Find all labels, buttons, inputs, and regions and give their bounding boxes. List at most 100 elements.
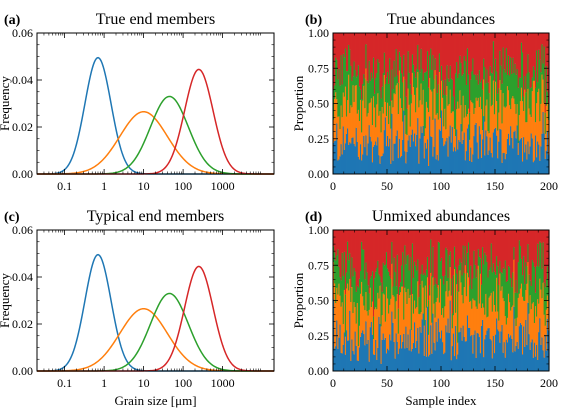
abundance-segment-blue <box>540 344 543 371</box>
abundance-segment-red <box>362 33 364 84</box>
abundance-segment-orange <box>528 108 531 155</box>
panel-title: True abundances <box>387 11 495 28</box>
abundance-segment-red <box>384 230 387 265</box>
abundance-segment-red <box>368 33 371 61</box>
abundance-segment-orange <box>441 80 443 111</box>
abundance-segment-red <box>393 33 396 61</box>
abundance-segment-orange <box>543 103 546 134</box>
abundance-segment-red <box>341 230 344 253</box>
abundance-segment-red <box>543 33 546 47</box>
abundance-segment-red <box>530 230 533 287</box>
abundance-segment-green <box>391 241 393 264</box>
abundance-segment-blue <box>357 360 360 371</box>
abundance-segment-blue <box>446 332 449 371</box>
abundance-segment-red <box>426 230 429 257</box>
abundance-segment-orange <box>403 319 405 334</box>
abundance-segment-red <box>423 33 426 73</box>
abundance-segment-orange <box>445 291 447 326</box>
abundance-segment-green <box>404 245 406 288</box>
abundance-segment-blue <box>431 353 433 371</box>
abundance-segment-blue <box>357 156 360 174</box>
abundance-segment-red <box>412 33 415 65</box>
abundance-segment-blue <box>395 135 398 174</box>
abundance-segment-blue <box>486 330 489 371</box>
abundance-segment-green <box>451 313 454 329</box>
abundance-segment-orange <box>428 334 430 357</box>
abundance-segment-red <box>355 230 358 292</box>
abundance-segment-red <box>437 230 440 242</box>
y-tick-label: 1.00 <box>308 223 329 237</box>
abundance-segment-red <box>484 33 486 68</box>
abundance-segment-red <box>365 33 368 45</box>
abundance-segment-red <box>436 33 439 94</box>
abundance-segment-orange <box>364 108 366 148</box>
abundance-segment-blue <box>513 306 516 371</box>
abundance-segment-green <box>511 73 513 99</box>
abundance-segment-red <box>404 33 406 80</box>
abundance-segment-green <box>395 286 398 302</box>
abundance-segment-blue <box>375 141 377 174</box>
abundance-segment-blue <box>379 324 382 371</box>
abundance-segment-blue <box>448 332 451 371</box>
abundance-segment-blue <box>403 110 405 174</box>
abundance-segment-orange <box>424 285 427 320</box>
abundance-segment-orange <box>487 131 490 155</box>
abundance-segment-green <box>381 291 384 316</box>
abundance-segment-green <box>377 59 379 94</box>
abundance-segment-blue <box>392 160 395 174</box>
abundance-segment-red <box>523 33 525 97</box>
abundance-segment-green <box>392 89 395 108</box>
abundance-segment-red <box>491 33 494 74</box>
abundance-segment-green <box>459 55 462 91</box>
abundance-segment-orange <box>517 143 520 155</box>
abundance-segment-blue <box>428 165 430 174</box>
abundance-segment-red <box>486 230 489 262</box>
abundance-segment-green <box>479 82 482 97</box>
abundance-segment-red <box>532 33 535 67</box>
abundance-segment-orange <box>464 105 467 161</box>
abundance-segment-orange <box>406 303 409 348</box>
abundance-segment-blue <box>408 350 411 371</box>
abundance-segment-blue <box>497 329 499 371</box>
abundance-segment-red <box>337 33 339 80</box>
abundance-segment-orange <box>407 288 410 335</box>
abundance-segment-red <box>376 230 378 269</box>
abundance-segment-orange <box>525 122 527 145</box>
abundance-segment-blue <box>462 325 465 371</box>
abundance-segment-red <box>378 230 381 275</box>
abundance-segment-blue <box>380 363 383 371</box>
abundance-segment-blue <box>333 299 335 371</box>
abundance-segment-blue <box>347 128 349 174</box>
abundance-segment-blue <box>504 357 507 371</box>
abundance-segment-orange <box>409 126 412 147</box>
abundance-segment-orange <box>388 124 390 147</box>
abundance-segment-blue <box>342 126 345 174</box>
abundance-segment-orange <box>362 296 364 331</box>
abundance-segment-blue <box>509 337 511 371</box>
abundance-segment-red <box>392 230 395 287</box>
abundance-segment-green <box>453 110 456 129</box>
panel-title: Typical end members <box>87 208 225 225</box>
abundance-segment-red <box>451 230 454 314</box>
abundance-segment-orange <box>435 114 438 160</box>
abundance-segment-orange <box>544 133 547 159</box>
abundance-segment-blue <box>490 152 493 174</box>
abundance-segment-blue <box>439 130 442 174</box>
abundance-segment-orange <box>335 303 337 347</box>
abundance-segment-red <box>532 230 535 263</box>
abundance-segment-green <box>349 253 351 279</box>
abundance-segment-blue <box>422 313 425 371</box>
abundance-segment-green <box>495 274 497 312</box>
abundance-segment-orange <box>486 99 489 137</box>
abundance-segment-red <box>355 33 358 78</box>
y-axis-label: Proportion <box>291 272 306 328</box>
abundance-segment-green <box>442 276 444 309</box>
abundance-segment-green <box>519 77 522 102</box>
abundance-segment-blue <box>418 163 420 174</box>
abundance-segment-orange <box>345 288 348 331</box>
abundance-segment-blue <box>389 138 391 174</box>
abundance-segment-blue <box>396 130 399 174</box>
abundance-segment-green <box>338 68 341 117</box>
x-tick-label: 200 <box>540 179 558 193</box>
abundance-segment-green <box>504 72 507 108</box>
